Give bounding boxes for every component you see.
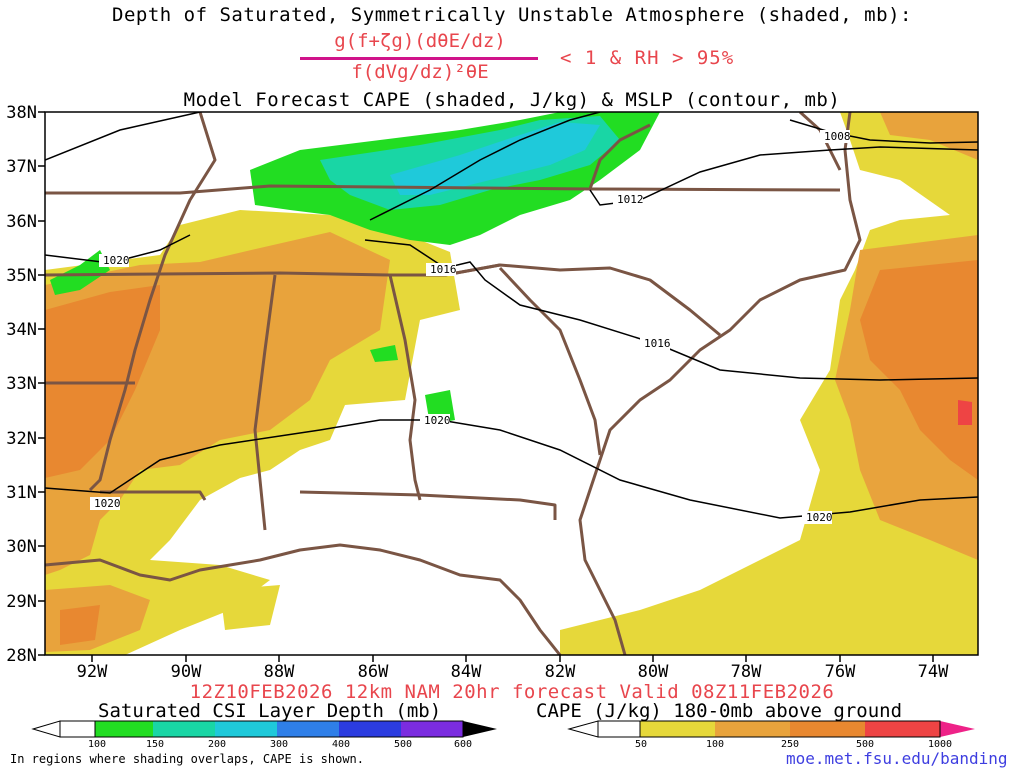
lon-label: 82W bbox=[545, 662, 576, 682]
cape-colorbar-title: CAPE (J/kg) 180-0mb above ground bbox=[536, 700, 903, 722]
state-line-ga-sc bbox=[498, 266, 602, 456]
cape-shading-100-atlantic bbox=[880, 112, 978, 160]
lat-label: 30N bbox=[6, 537, 37, 557]
lon-label: 90W bbox=[171, 662, 202, 682]
state-line-mississippi-river bbox=[88, 112, 217, 492]
formula-denominator: f(dVg/dz)²θE bbox=[351, 61, 489, 83]
forecast-valid-text: 12Z10FEB2026 12km NAM 20hr forecast Vali… bbox=[189, 681, 835, 703]
lon-label: 86W bbox=[358, 662, 389, 682]
isobar-1008-ne bbox=[789, 119, 978, 144]
state-line-nc-sc bbox=[444, 263, 721, 337]
cape-shading-50-gulf bbox=[220, 585, 280, 630]
cape-colorbar bbox=[567, 720, 975, 738]
isobar-label: 1012 bbox=[617, 193, 644, 206]
isobar-1020 bbox=[45, 234, 191, 264]
formula-fraction-bar bbox=[300, 57, 538, 60]
coastline-atlantic bbox=[578, 112, 862, 655]
lat-label: 29N bbox=[6, 592, 37, 612]
isobar-label: 1020 bbox=[806, 511, 833, 524]
cape-shading-50-atlantic bbox=[560, 112, 978, 655]
source-url-link[interactable]: moe.met.fsu.edu/banding bbox=[786, 749, 1008, 768]
cape-shading-250-gulf bbox=[60, 605, 100, 645]
csi-tick-label: 600 bbox=[454, 739, 472, 750]
cape-shading-250-atlantic bbox=[860, 260, 978, 480]
lon-label: 74W bbox=[918, 662, 949, 682]
cape-tick-label: 100 bbox=[706, 739, 724, 750]
isobar-label: 1016 bbox=[430, 263, 457, 276]
isobar-label: 1020 bbox=[94, 497, 121, 510]
title-line-1: Depth of Saturated, Symmetrically Unstab… bbox=[112, 4, 912, 26]
lat-label: 31N bbox=[6, 483, 37, 503]
state-line-va-nc-east bbox=[588, 123, 651, 190]
overlap-note: In regions where shading overlaps, CAPE … bbox=[10, 752, 365, 766]
csi-colorbar-title: Saturated CSI Layer Depth (mb) bbox=[98, 700, 442, 722]
isobar-1012 bbox=[589, 146, 978, 206]
lon-label: 84W bbox=[451, 662, 482, 682]
cape-shading-500 bbox=[958, 400, 972, 425]
isobar-label: 1008 bbox=[824, 130, 851, 143]
isobar-label: 1020 bbox=[103, 254, 130, 267]
isobar-label: 1016 bbox=[644, 337, 671, 350]
lon-label: 88W bbox=[264, 662, 295, 682]
formula-condition: < 1 & RH > 95% bbox=[560, 47, 735, 69]
lat-label: 34N bbox=[6, 320, 37, 340]
cape-tick-label: 50 bbox=[635, 739, 647, 750]
lon-label: 78W bbox=[731, 662, 762, 682]
title-line-3: Model Forecast CAPE (shaded, J/kg) & MSL… bbox=[183, 89, 841, 111]
state-line-ms-al bbox=[253, 274, 277, 531]
state-line-fl-north bbox=[299, 490, 557, 520]
lon-label: 76W bbox=[825, 662, 856, 682]
lon-label: 92W bbox=[77, 662, 108, 682]
isobar-label: 1020 bbox=[424, 414, 451, 427]
cape-tick-label: 250 bbox=[781, 739, 799, 750]
lat-label: 35N bbox=[6, 266, 37, 286]
csi-tick-label: 150 bbox=[146, 739, 164, 750]
cape-shading-50-gulf-e bbox=[640, 600, 760, 655]
csi-tick-label: 500 bbox=[394, 739, 412, 750]
lat-label: 33N bbox=[6, 374, 37, 394]
csi-tick-label: 100 bbox=[88, 739, 106, 750]
state-line-la-ms bbox=[100, 490, 207, 501]
cape-tick-label: 1000 bbox=[928, 739, 952, 750]
csi-shading-100-al bbox=[370, 345, 398, 362]
lat-label: 32N bbox=[6, 429, 37, 449]
lat-label: 36N bbox=[6, 212, 37, 232]
state-line-ky-tn bbox=[45, 184, 841, 195]
lon-label: 80W bbox=[638, 662, 669, 682]
formula-numerator: g(f+ζg)(dθE/dz) bbox=[334, 30, 506, 52]
cape-tick-label: 500 bbox=[856, 739, 874, 750]
isobar-1012-north bbox=[369, 112, 601, 221]
lat-label: 38N bbox=[6, 103, 37, 123]
csi-tick-label: 400 bbox=[332, 739, 350, 750]
csi-colorbar bbox=[31, 720, 497, 738]
csi-tick-label: 200 bbox=[208, 739, 226, 750]
csi-tick-label: 300 bbox=[270, 739, 288, 750]
coastline-gulf bbox=[45, 543, 562, 655]
isobar-1008 bbox=[45, 112, 201, 161]
lat-label: 28N bbox=[6, 646, 37, 666]
csi-shading-200 bbox=[390, 122, 600, 195]
lat-label: 37N bbox=[6, 157, 37, 177]
